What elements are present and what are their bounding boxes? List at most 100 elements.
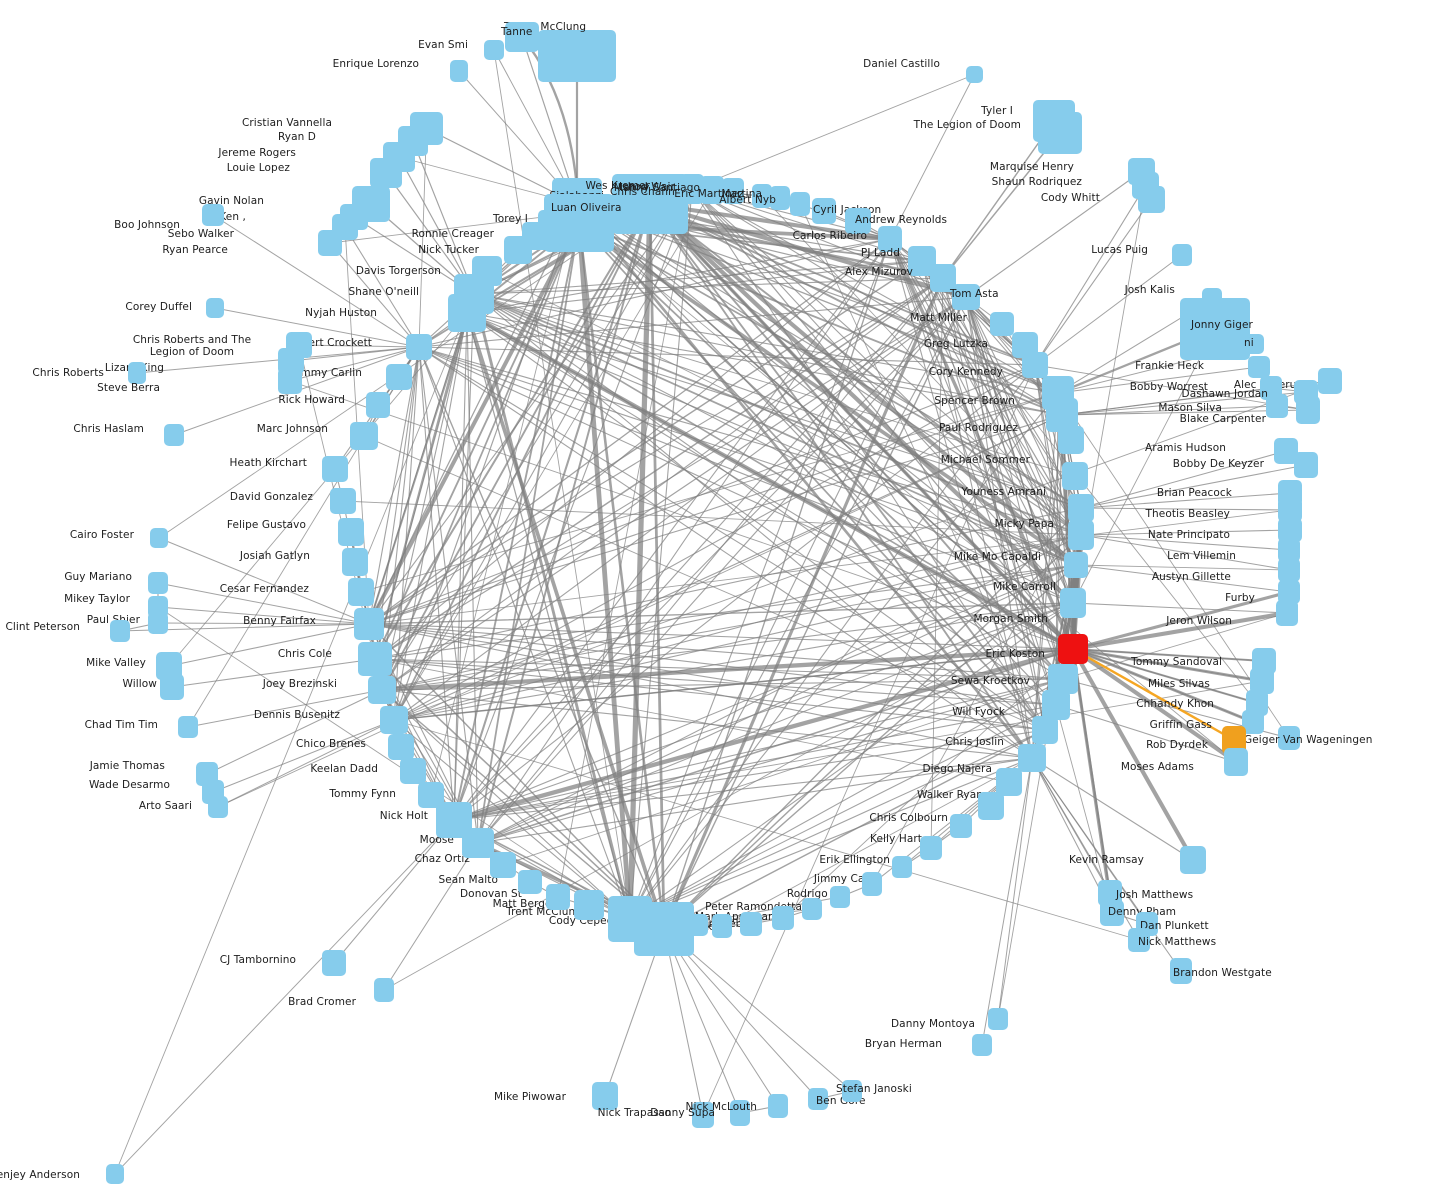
graph-node-ni[interactable] (1244, 334, 1264, 354)
graph-node-bobby-de-keyzer[interactable] (1294, 452, 1318, 478)
graph-node-sean-malto[interactable] (518, 870, 542, 894)
graph-node-walker-ryan[interactable] (996, 768, 1022, 796)
graph-node-moses-adams[interactable] (1224, 748, 1248, 776)
graph-node-chris-chann[interactable] (612, 174, 688, 234)
graph-node-chris-joslin[interactable] (1032, 716, 1058, 744)
graph-node-manny-santiago[interactable] (722, 178, 744, 204)
graph-node-alec-majerus[interactable] (1318, 368, 1342, 394)
graph-node-andrew-reynolds[interactable] (845, 208, 871, 234)
graph-node-micky-papa[interactable] (1068, 494, 1094, 522)
graph-node-lucas-puig[interactable] (1172, 244, 1192, 266)
graph-node-felipe-gustavo[interactable] (338, 518, 364, 546)
graph-node-lem-villemin[interactable] (1278, 538, 1300, 562)
graph-node-peter-ramondetta[interactable] (830, 886, 850, 908)
graph-node-cyril-jackson[interactable] (812, 198, 836, 224)
graph-node-nick-tucker[interactable] (504, 236, 532, 264)
graph-node-dennis-busenitz[interactable] (380, 706, 408, 734)
graph-node-tommy-fynn[interactable] (418, 782, 444, 808)
graph-node-mike-mo-capaldi[interactable] (1068, 520, 1094, 550)
graph-node-trevor-mcclung[interactable] (538, 30, 616, 82)
graph-node-the-legion-of-doom[interactable] (1038, 112, 1082, 154)
graph-node-morgan-smith[interactable] (1060, 588, 1086, 618)
graph-node-marc-johnson[interactable] (350, 422, 378, 450)
graph-node-kelly-hart[interactable] (950, 814, 972, 838)
graph-node-danny-montoya[interactable] (988, 1008, 1008, 1030)
graph-node-jimmy-cao[interactable] (892, 856, 912, 878)
graph-node-blake-carpenter[interactable] (1296, 396, 1320, 424)
graph-node-brad-cromer[interactable] (374, 978, 394, 1002)
graph-node-chris-cole[interactable] (358, 642, 392, 676)
graph-node-tanne[interactable] (505, 22, 539, 52)
graph-node-nick-mclouth[interactable] (768, 1094, 788, 1118)
graph-node-cory-kennedy[interactable] (1022, 352, 1048, 378)
graph-node-ben-gore[interactable] (808, 1088, 828, 1110)
graph-node-nick-trapasso[interactable] (692, 1102, 714, 1128)
graph-node-danny-supa[interactable] (730, 1100, 750, 1126)
graph-node-joey-brezinski[interactable] (368, 676, 396, 704)
graph-node-boo-johnson[interactable] (202, 204, 224, 226)
graph-node-erik-ellington[interactable] (920, 836, 942, 860)
graph-node-billy-marks[interactable] (740, 912, 762, 936)
graph-node-kenjey-anderson[interactable] (106, 1164, 124, 1184)
graph-node-josiah-gatlyn[interactable] (342, 548, 368, 576)
graph-node-evan-smi[interactable] (484, 40, 504, 60)
graph-node-rodrigo-tx[interactable] (862, 872, 882, 896)
graph-node-willow[interactable] (160, 674, 184, 700)
graph-node-chaz-ortiz[interactable] (490, 852, 516, 878)
graph-node-gilbert-crockett[interactable] (406, 334, 432, 360)
graph-node-stefan-janoski[interactable] (842, 1080, 862, 1102)
graph-node-ryan-pearce[interactable] (318, 230, 342, 256)
graph-node-brandon-biebel[interactable] (772, 906, 794, 930)
graph-node-mike-carroll[interactable] (1064, 552, 1088, 578)
graph-node-jimmy-carlin[interactable] (386, 364, 412, 390)
graph-node-chhandy-khon[interactable] (1246, 690, 1268, 716)
graph-node-carlos-ribeiro[interactable] (878, 226, 902, 252)
graph-node-ishod-wair[interactable] (700, 176, 724, 204)
graph-node-daniel-castillo[interactable] (966, 66, 983, 83)
graph-node-miles-silvas[interactable] (1250, 668, 1274, 694)
graph-node-youness-amrani[interactable] (1062, 462, 1088, 490)
graph-node-chico-brenes[interactable] (388, 734, 414, 760)
graph-node-brandon-westgate[interactable] (1170, 958, 1192, 984)
graph-node-enrique-lorenzo[interactable] (450, 60, 468, 82)
graph-node-will-fyock[interactable] (1042, 690, 1070, 720)
graph-node-paul-shier[interactable] (148, 612, 168, 634)
graph-node-griffin-gass[interactable] (1242, 710, 1264, 734)
graph-node-alex-mizurov[interactable] (930, 264, 956, 292)
graph-node-sewa-kroetkov[interactable] (1048, 664, 1078, 694)
graph-node-keelan-dadd[interactable] (400, 758, 426, 784)
graph-node-danny-garcia[interactable] (712, 914, 732, 938)
graph-node-trent-mcclung[interactable] (608, 896, 652, 942)
graph-node-furby[interactable] (1278, 580, 1300, 604)
graph-node-mike-piwowar[interactable] (592, 1082, 618, 1110)
graph-node-benny-fairfax[interactable] (354, 608, 384, 640)
graph-node-jeron-wilson[interactable] (1276, 600, 1298, 626)
graph-node-mason-silva[interactable] (1266, 394, 1288, 418)
graph-node-austyn-gillette[interactable] (1278, 558, 1300, 582)
graph-node-bryan-herman[interactable] (972, 1034, 992, 1056)
graph-node-kevin-ramsay[interactable] (1180, 846, 1206, 874)
graph-node-nick-matthews[interactable] (1128, 928, 1150, 952)
graph-node-matt-berger[interactable] (574, 890, 604, 920)
graph-node-nyjah-huston[interactable] (448, 294, 486, 332)
graph-node-frankie-heck[interactable] (1248, 356, 1270, 378)
graph-node-chris-roberts-and-the-legion-of-doom[interactable] (286, 332, 312, 358)
graph-node-diego-najera[interactable] (1018, 744, 1046, 772)
graph-node-mark-appleyard[interactable] (802, 898, 822, 920)
graph-node-cj-tambornino[interactable] (322, 950, 346, 976)
graph-node-nick-holt[interactable] (436, 802, 472, 838)
graph-node-steve-berra[interactable] (278, 368, 302, 394)
graph-node-albert-nyb[interactable] (790, 192, 810, 216)
graph-node-luan-oliveira[interactable] (544, 194, 614, 252)
graph-node-tom-asta[interactable] (952, 284, 980, 310)
graph-node-donovan-st[interactable] (546, 884, 570, 910)
graph-node-cesar-fernandez[interactable] (348, 578, 374, 606)
graph-node-matt-miller[interactable] (990, 312, 1014, 336)
graph-node-geiger-van-wageningen[interactable] (1278, 726, 1300, 750)
graph-node-jonny-giger[interactable] (1180, 298, 1250, 360)
graph-node-corey-duffel[interactable] (206, 298, 224, 318)
graph-node-cody-whitt[interactable] (1138, 186, 1165, 213)
graph-node-chris-roberts[interactable] (128, 362, 146, 384)
graph-node-rick-howard[interactable] (366, 392, 390, 418)
